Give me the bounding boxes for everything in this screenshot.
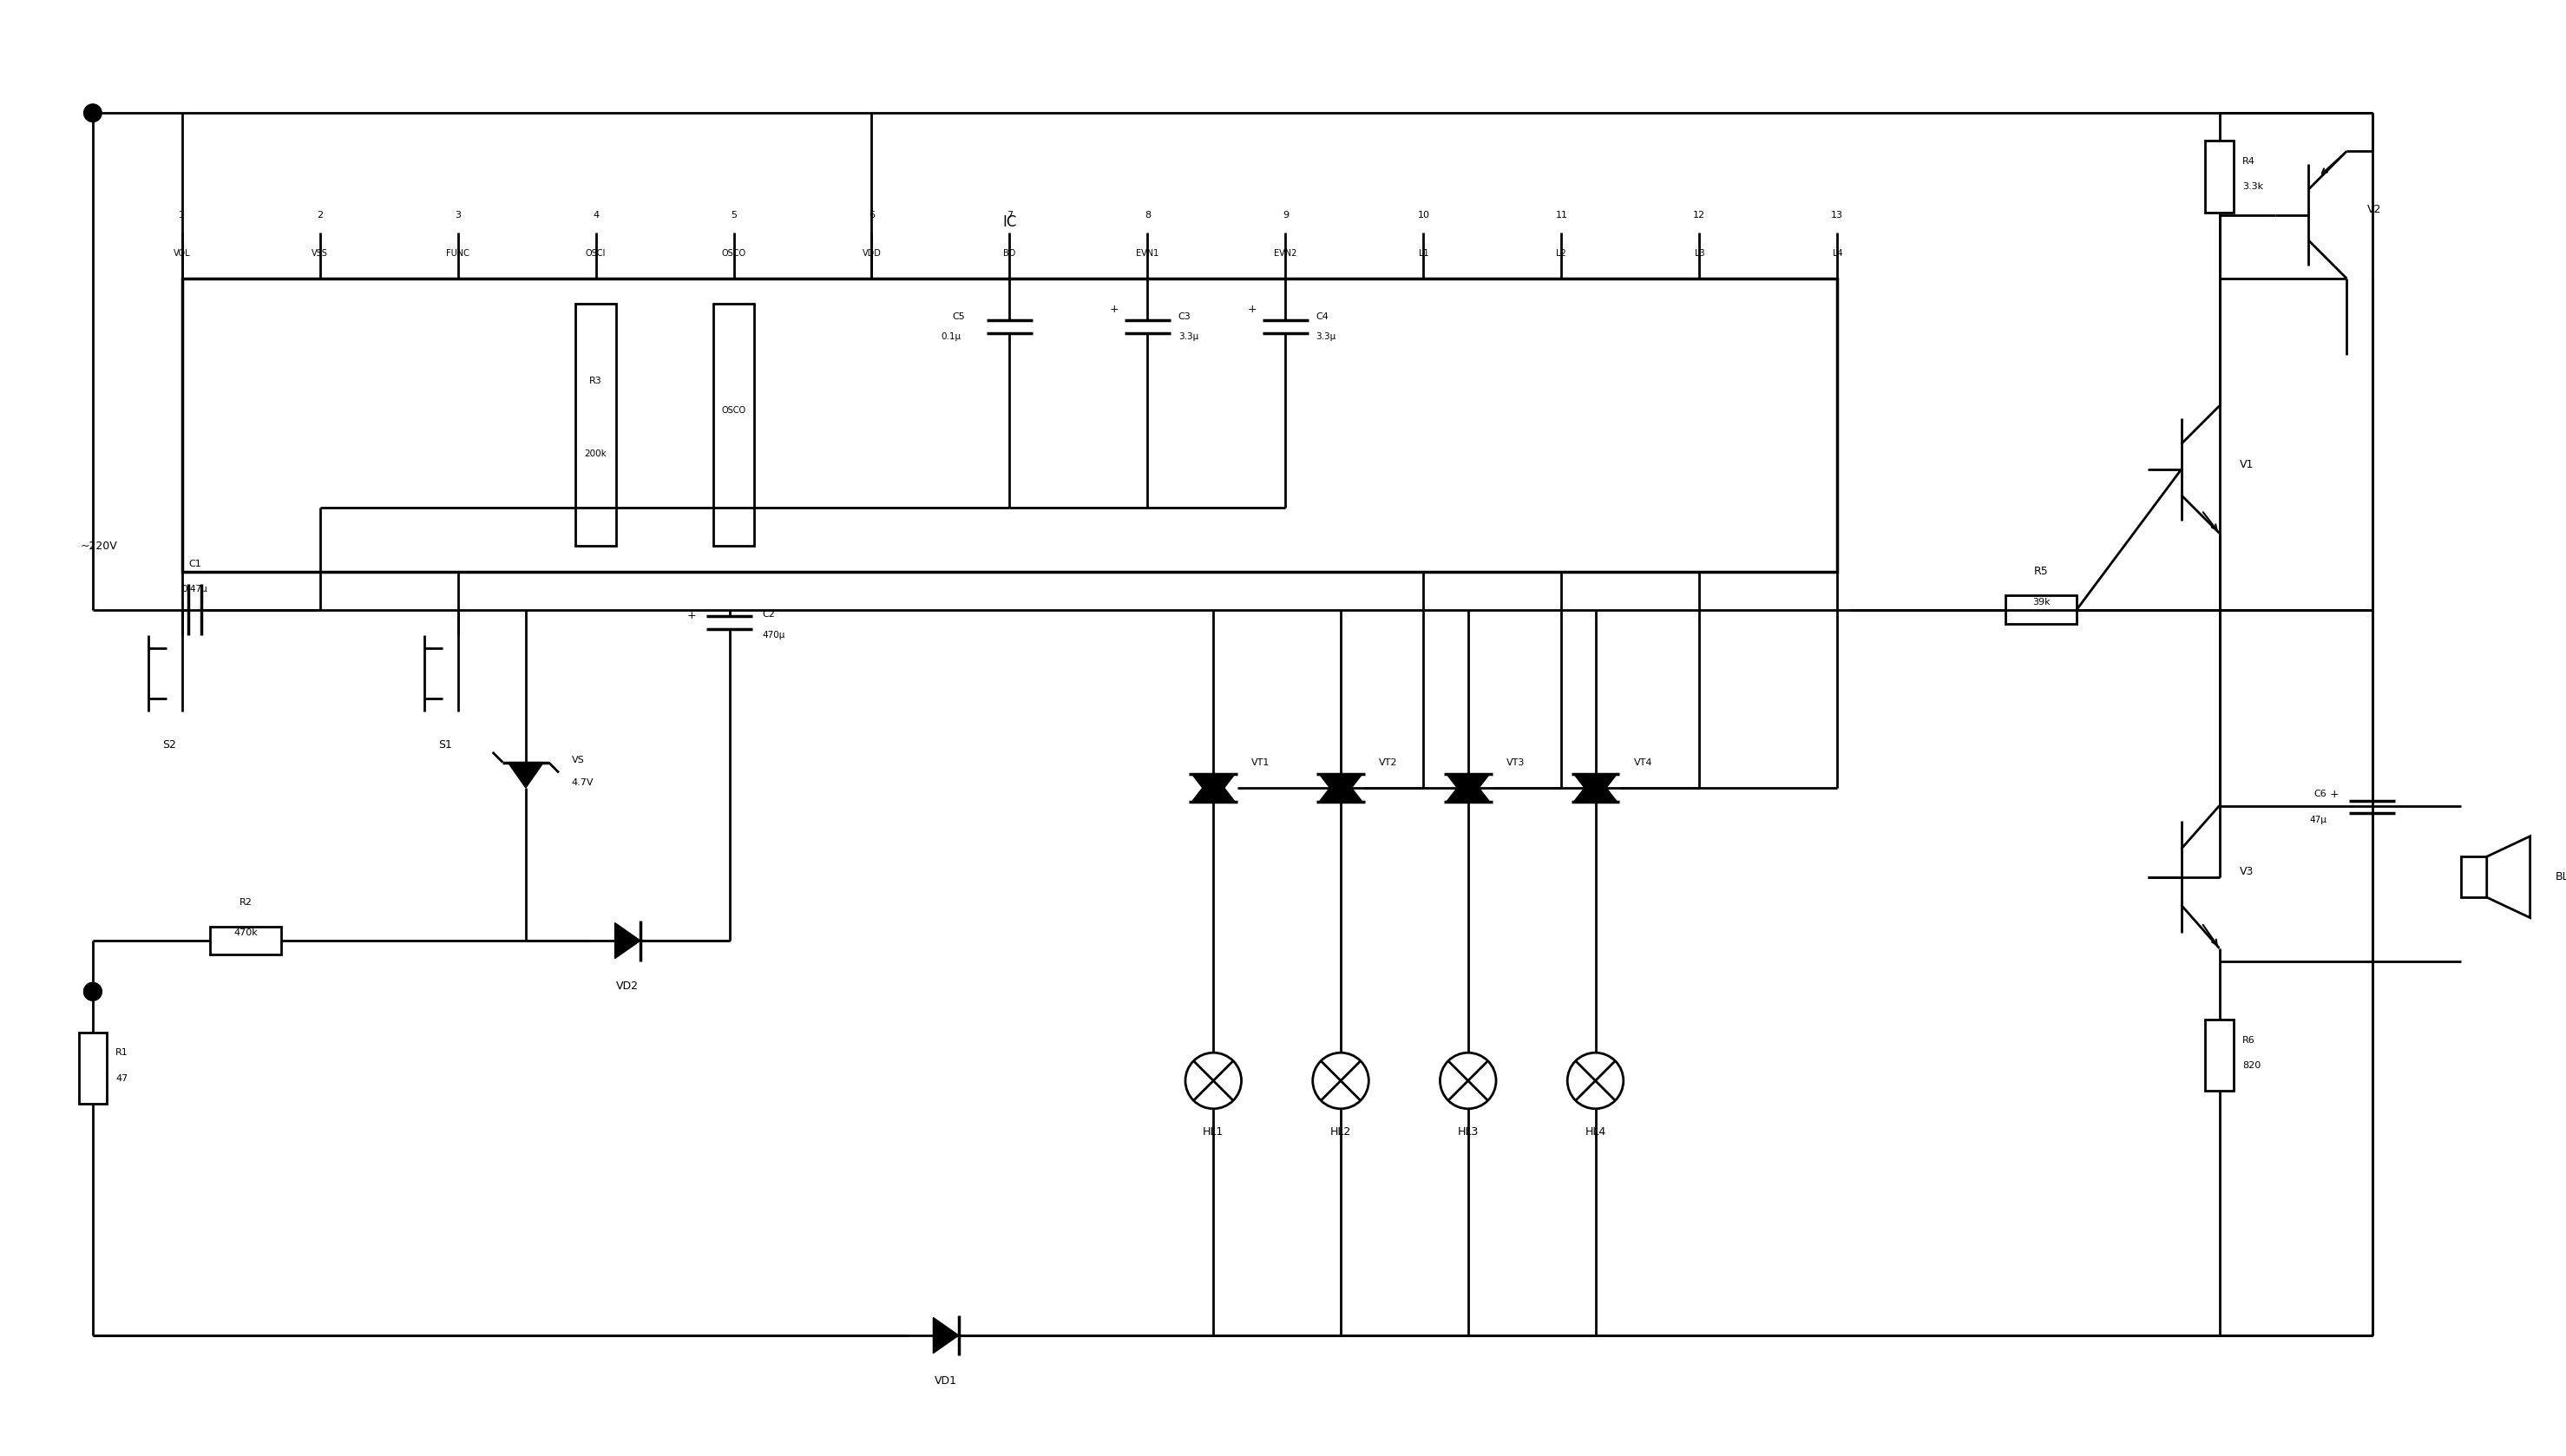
Polygon shape: [616, 923, 642, 958]
Text: 11: 11: [1555, 211, 1568, 220]
Text: 470k: 470k: [234, 929, 257, 938]
Text: S2: S2: [162, 738, 177, 750]
Bar: [182, 278, 1837, 571]
Text: OSCO: OSCO: [721, 406, 747, 415]
Text: BO: BO: [1003, 249, 1016, 258]
Text: R3: R3: [590, 377, 603, 386]
Polygon shape: [508, 763, 544, 788]
Text: L2: L2: [1558, 249, 1565, 258]
Text: VT1: VT1: [1252, 759, 1270, 767]
Bar: [80, 1032, 108, 1104]
Polygon shape: [1191, 773, 1234, 802]
Circle shape: [85, 983, 103, 1000]
Text: 4.7V: 4.7V: [572, 779, 593, 788]
Text: 6: 6: [870, 211, 875, 220]
Text: C6: C6: [2315, 789, 2327, 798]
Bar: [2007, 596, 2076, 623]
Text: 3.3μ: 3.3μ: [1316, 333, 1337, 341]
Text: 39k: 39k: [2032, 597, 2050, 606]
Text: 4: 4: [593, 211, 598, 220]
Text: C1: C1: [187, 559, 200, 568]
Text: 1: 1: [180, 211, 185, 220]
Text: EVN2: EVN2: [1275, 249, 1296, 258]
Text: S1: S1: [439, 738, 452, 750]
Text: VT3: VT3: [1506, 759, 1524, 767]
Polygon shape: [1319, 773, 1363, 802]
Text: HL2: HL2: [1329, 1125, 1352, 1137]
Polygon shape: [1319, 773, 1363, 802]
Bar: [210, 926, 282, 955]
Bar: [713, 304, 754, 546]
Text: L1: L1: [1419, 249, 1429, 258]
Text: 3: 3: [454, 211, 462, 220]
Bar: [2461, 856, 2486, 897]
Text: R5: R5: [2035, 566, 2048, 577]
Text: R1: R1: [115, 1048, 128, 1057]
Text: 5: 5: [731, 211, 736, 220]
Text: 13: 13: [1832, 211, 1842, 220]
Text: HL3: HL3: [1457, 1125, 1478, 1137]
Text: 8: 8: [1144, 211, 1150, 220]
Text: HL1: HL1: [1203, 1125, 1224, 1137]
Text: L3: L3: [1694, 249, 1704, 258]
Text: C2: C2: [762, 610, 775, 619]
Text: BL: BL: [2556, 871, 2566, 882]
Text: IC: IC: [1003, 214, 1016, 230]
Text: 47μ: 47μ: [2309, 815, 2327, 824]
Circle shape: [85, 983, 103, 1000]
Text: VT2: VT2: [1378, 759, 1398, 767]
Text: VT4: VT4: [1635, 759, 1653, 767]
Text: VSS: VSS: [310, 249, 328, 258]
Text: 470μ: 470μ: [762, 630, 785, 639]
Text: FUNC: FUNC: [446, 249, 470, 258]
Text: L4: L4: [1832, 249, 1842, 258]
Text: HL4: HL4: [1586, 1125, 1606, 1137]
Text: 3.3μ: 3.3μ: [1178, 333, 1198, 341]
Text: 7: 7: [1006, 211, 1014, 220]
Text: VD1: VD1: [934, 1376, 957, 1388]
Text: ~220V: ~220V: [80, 540, 118, 552]
Text: 820: 820: [2243, 1061, 2261, 1070]
Text: +: +: [1111, 303, 1119, 314]
Polygon shape: [1573, 773, 1617, 802]
Text: VOL: VOL: [174, 249, 190, 258]
Text: 0.47μ: 0.47μ: [182, 585, 208, 594]
Text: 47: 47: [115, 1075, 128, 1082]
Polygon shape: [1573, 773, 1617, 802]
Text: 200k: 200k: [585, 450, 608, 459]
Bar: [575, 304, 616, 546]
Bar: [2204, 141, 2232, 213]
Text: 9: 9: [1283, 211, 1288, 220]
Polygon shape: [1447, 773, 1491, 802]
Text: 12: 12: [1694, 211, 1706, 220]
Polygon shape: [934, 1318, 960, 1353]
Text: EVN1: EVN1: [1137, 249, 1160, 258]
Text: 3.3k: 3.3k: [2243, 182, 2263, 191]
Text: +: +: [2330, 789, 2338, 799]
Text: C5: C5: [952, 313, 965, 322]
Polygon shape: [2486, 836, 2530, 917]
Text: 0.1μ: 0.1μ: [942, 333, 962, 341]
Polygon shape: [1191, 773, 1234, 802]
Text: 10: 10: [1416, 211, 1429, 220]
Text: VS: VS: [572, 756, 585, 764]
Text: R2: R2: [239, 898, 251, 907]
Text: VDD: VDD: [862, 249, 880, 258]
Text: R4: R4: [2243, 157, 2256, 166]
Text: 2: 2: [316, 211, 323, 220]
Text: OSCO: OSCO: [721, 249, 747, 258]
Text: V1: V1: [2240, 459, 2253, 470]
Text: VD2: VD2: [616, 981, 639, 992]
Text: C3: C3: [1178, 313, 1191, 322]
Text: OSCI: OSCI: [585, 249, 606, 258]
Text: +: +: [688, 610, 695, 622]
Text: C4: C4: [1316, 313, 1329, 322]
Circle shape: [85, 103, 103, 122]
Bar: [2204, 1019, 2232, 1091]
Text: V3: V3: [2240, 866, 2253, 878]
Text: R6: R6: [2243, 1035, 2256, 1044]
Text: +: +: [1247, 303, 1257, 314]
Text: V2: V2: [2366, 204, 2381, 215]
Polygon shape: [1447, 773, 1491, 802]
